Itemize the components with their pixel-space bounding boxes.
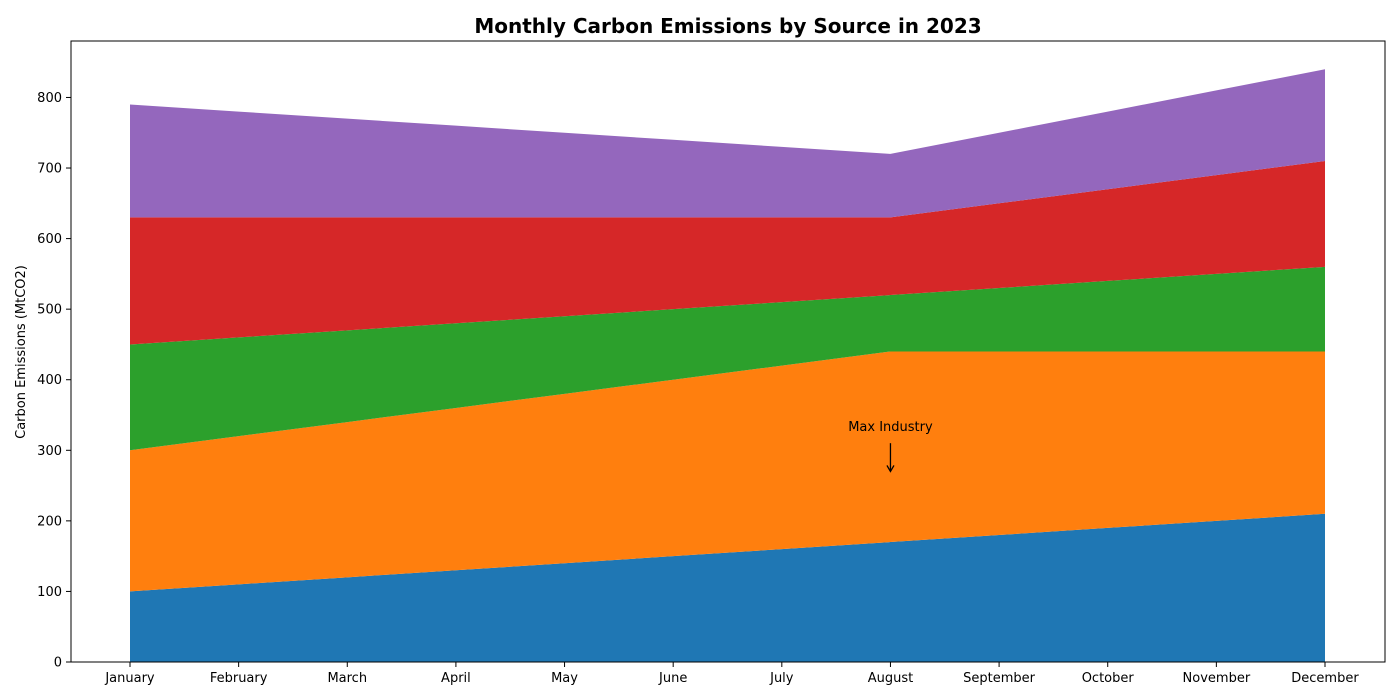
area-series-4 <box>130 69 1325 218</box>
y-tick-label: 400 <box>37 373 62 388</box>
x-tick-label: July <box>769 671 794 686</box>
annotation-layer: Max Industry <box>848 420 933 473</box>
plot-frame <box>70 40 1386 663</box>
y-tick-label: 300 <box>37 444 62 459</box>
x-tick-label: June <box>658 671 687 686</box>
x-tick-label: October <box>1082 671 1135 686</box>
x-tick-label: March <box>327 671 367 686</box>
y-tick-label: 100 <box>37 585 62 600</box>
x-tick-label: February <box>210 671 268 686</box>
y-axis: 0 100 200 300 400 500 600 700 800 <box>37 91 71 671</box>
x-axis: January February March April May June July Augu… <box>104 662 1359 686</box>
y-tick-label: 600 <box>37 232 62 247</box>
annotation-text: Max Industry <box>848 420 933 435</box>
area-series-3 <box>130 160 1325 345</box>
y-tick-label: 700 <box>37 162 62 177</box>
x-tick-label: September <box>963 671 1036 686</box>
y-tick-label: 200 <box>37 514 62 529</box>
y-tick-label: 800 <box>37 91 62 106</box>
y-axis-label: Carbon Emissions (MtCO2) <box>14 265 29 439</box>
x-tick-label: April <box>441 671 471 686</box>
x-tick-label: December <box>1291 671 1359 686</box>
area-series-2 <box>130 266 1325 451</box>
x-tick-label: November <box>1183 671 1251 686</box>
y-tick-label: 500 <box>37 303 62 318</box>
x-tick-label: January <box>104 671 155 686</box>
chart-title: Monthly Carbon Emissions by Source in 20… <box>474 14 981 38</box>
area-series-0 <box>130 513 1325 662</box>
x-tick-label: August <box>868 671 914 686</box>
y-tick-label: 0 <box>54 656 62 671</box>
areas-layer <box>130 69 1325 662</box>
x-tick-label: May <box>551 671 578 686</box>
annotation-arrowhead <box>886 465 895 473</box>
area-series-1 <box>130 351 1325 592</box>
